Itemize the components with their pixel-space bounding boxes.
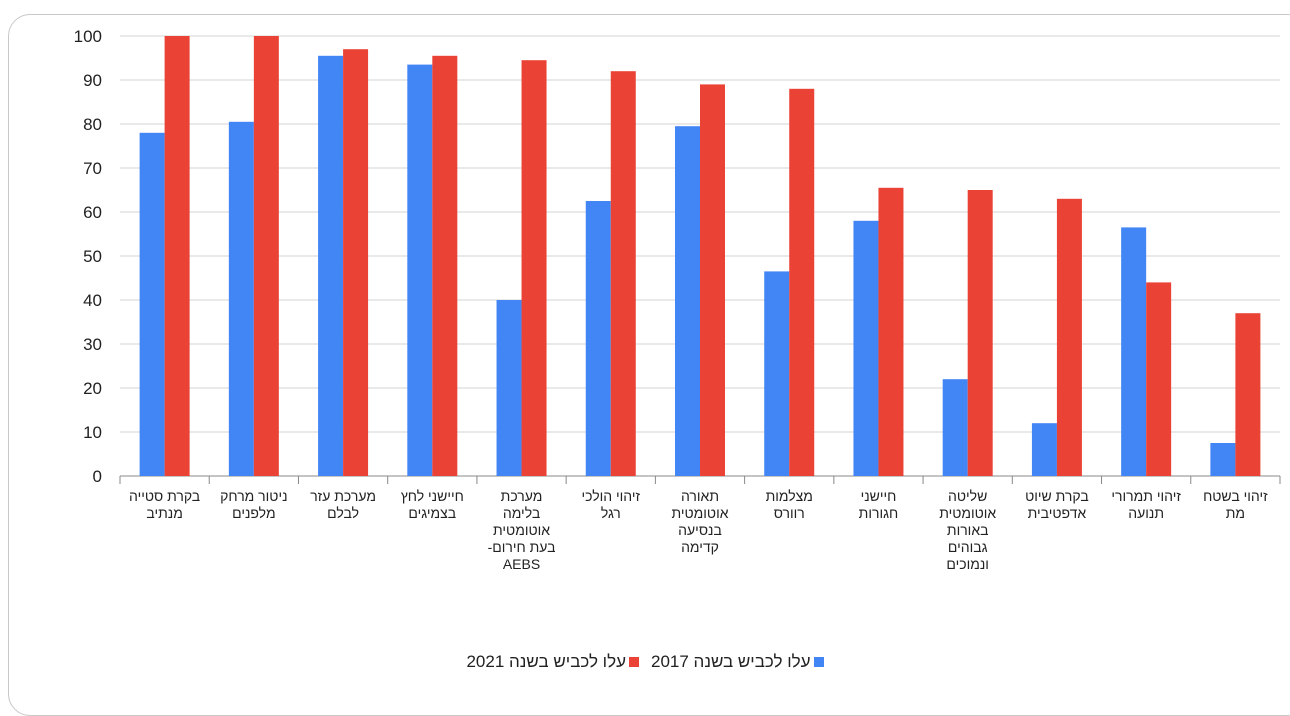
y-tick-label: 80 xyxy=(83,115,102,134)
x-tick-label: שליטה אוטומטית באורות גבוהים ונמוכים xyxy=(939,488,996,572)
y-axis-tick-labels: 0 10 20 30 40 50 60 70 80 90 100 xyxy=(74,27,102,486)
bar-2021 xyxy=(1235,313,1261,476)
x-tick-label: תאורה אוטומטית בנסיעה קדימה xyxy=(672,488,729,555)
legend-swatch-2017 xyxy=(813,657,824,667)
bar-2017 xyxy=(1210,443,1236,476)
legend-label-2017: עלו לכביש בשנה 2017 xyxy=(651,652,811,671)
x-tick-label: מצלמות רוורס xyxy=(766,488,813,521)
y-tick-label: 10 xyxy=(83,423,102,442)
bar-2021 xyxy=(967,190,993,476)
y-tick-label: 40 xyxy=(83,291,102,310)
y-tick-label: 50 xyxy=(83,247,102,266)
x-tick-label: בקרת שיוט אדפטיבית xyxy=(1025,488,1089,521)
y-tick-label: 20 xyxy=(83,379,102,398)
bar-2021 xyxy=(878,187,904,477)
bar-2017 xyxy=(407,64,433,476)
bar-2017 xyxy=(675,126,700,476)
x-tick-label: מערכת עזר לבלם xyxy=(310,488,376,521)
y-tick-label: 30 xyxy=(83,335,102,354)
x-tick-label: חיישני חגורות xyxy=(859,488,899,521)
x-tick-label: זיהוי תמרורי תנועה xyxy=(1111,488,1181,521)
bar-2017 xyxy=(228,121,254,477)
bar-2017 xyxy=(942,379,968,476)
bar-2017 xyxy=(853,220,879,476)
bar-2017 xyxy=(1031,423,1057,476)
bar-2021 xyxy=(343,49,369,476)
bar-2017 xyxy=(318,55,344,477)
y-tick-label: 70 xyxy=(83,159,102,178)
bar-2021 xyxy=(700,84,725,477)
bar-2021 xyxy=(610,71,636,476)
x-tick-label: חיישני לחץ בצמיגים xyxy=(401,488,464,521)
bar-2021 xyxy=(789,88,815,477)
legend-label-2021: עלו לכביש בשנה 2021 xyxy=(466,652,626,671)
bar-2017 xyxy=(139,132,165,477)
bar-2021 xyxy=(432,55,458,477)
bar-2021 xyxy=(164,36,190,476)
bar-2017 xyxy=(1121,227,1147,476)
bars xyxy=(139,36,1261,477)
bar-2021 xyxy=(521,60,547,476)
y-tick-label: 0 xyxy=(93,467,102,486)
bar-2021 xyxy=(1146,282,1172,476)
legend: עלו לכביש בשנה 2017 עלו לכביש בשנה 2021 xyxy=(0,650,1290,674)
x-tick-label: בקרת סטייה מנתיב xyxy=(129,488,200,521)
y-tick-label: 60 xyxy=(83,203,102,222)
legend-swatch-2021 xyxy=(629,657,639,667)
bar-2017 xyxy=(496,300,522,476)
legend-item-2021: עלו לכביש בשנה 2021 xyxy=(466,652,639,672)
x-tick-label: זיהוי בשטח מת xyxy=(1203,488,1268,521)
x-tick-label: ניטור מרחק מלפנים xyxy=(220,488,287,521)
bar-chart: 0 10 20 30 40 50 60 70 80 90 100 בקרת סטייה מנתיב ני… xyxy=(74,27,1281,572)
x-tick-label: מערכת בלימה אוטומטית בעת חירום-AEBS xyxy=(488,488,556,572)
bar-2017 xyxy=(764,271,790,476)
y-tick-label: 90 xyxy=(83,71,102,90)
y-tick-label: 100 xyxy=(74,27,102,46)
bar-2021 xyxy=(1056,198,1082,477)
legend-item-2017: עלו לכביש בשנה 2017 xyxy=(651,652,824,672)
x-tick-label: זיהוי הולכי רגל xyxy=(581,488,640,521)
x-axis-tick-labels: בקרת סטייה מנתיב ניטור מרחק מלפנים מערכת עזר… xyxy=(129,488,1268,572)
bar-2021 xyxy=(253,36,279,476)
bar-2017 xyxy=(585,201,611,476)
